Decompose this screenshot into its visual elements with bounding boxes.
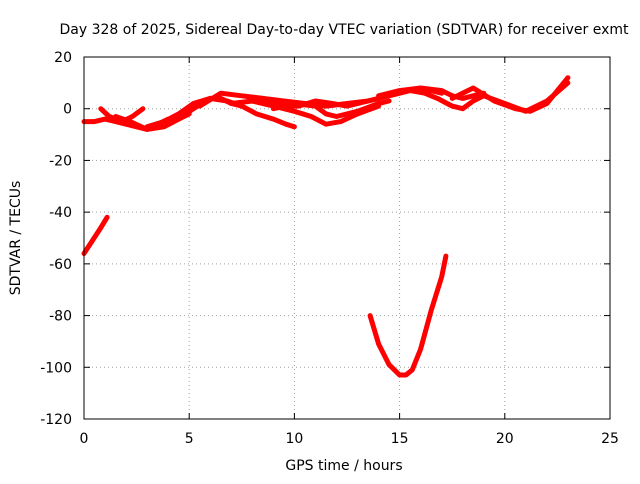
y-tick-label: -120 xyxy=(40,412,72,428)
x-tick-label: 25 xyxy=(601,431,619,447)
y-tick-label: -60 xyxy=(49,257,72,273)
tick-layer: 0 5 10 15 20 25 -120 -100 -80 -60 -40 -20 0 20 xyxy=(40,50,619,447)
y-tick-label: -100 xyxy=(40,360,72,376)
chart-title: Day 328 of 2025, Sidereal Day-to-day VTE… xyxy=(60,22,630,38)
series-line-track-2 xyxy=(81,214,110,256)
plot-frame xyxy=(83,56,611,420)
grid-layer xyxy=(84,57,610,419)
x-tick-label: 20 xyxy=(496,431,514,447)
x-axis-label: GPS time / hours xyxy=(285,458,402,474)
x-tick-label: 0 xyxy=(80,431,89,447)
series-line-track-9 xyxy=(249,98,392,119)
series-line-track-11 xyxy=(376,85,487,101)
y-axis-label: SDTVAR / TECUs xyxy=(8,181,24,296)
y-tick-label: -80 xyxy=(49,309,72,325)
series-line-track-14 xyxy=(367,253,449,378)
y-tick-label: 20 xyxy=(54,50,72,66)
y-tick-label: 0 xyxy=(63,102,72,118)
x-tick-label: 15 xyxy=(391,431,409,447)
y-tick-label: -40 xyxy=(49,205,72,221)
series-line-track-3 xyxy=(98,106,146,125)
series-line-track-13 xyxy=(449,75,571,114)
x-tick-label: 5 xyxy=(185,431,194,447)
x-tick-label: 10 xyxy=(285,431,303,447)
y-tick-label: -20 xyxy=(49,153,72,169)
series-layer xyxy=(81,75,571,378)
